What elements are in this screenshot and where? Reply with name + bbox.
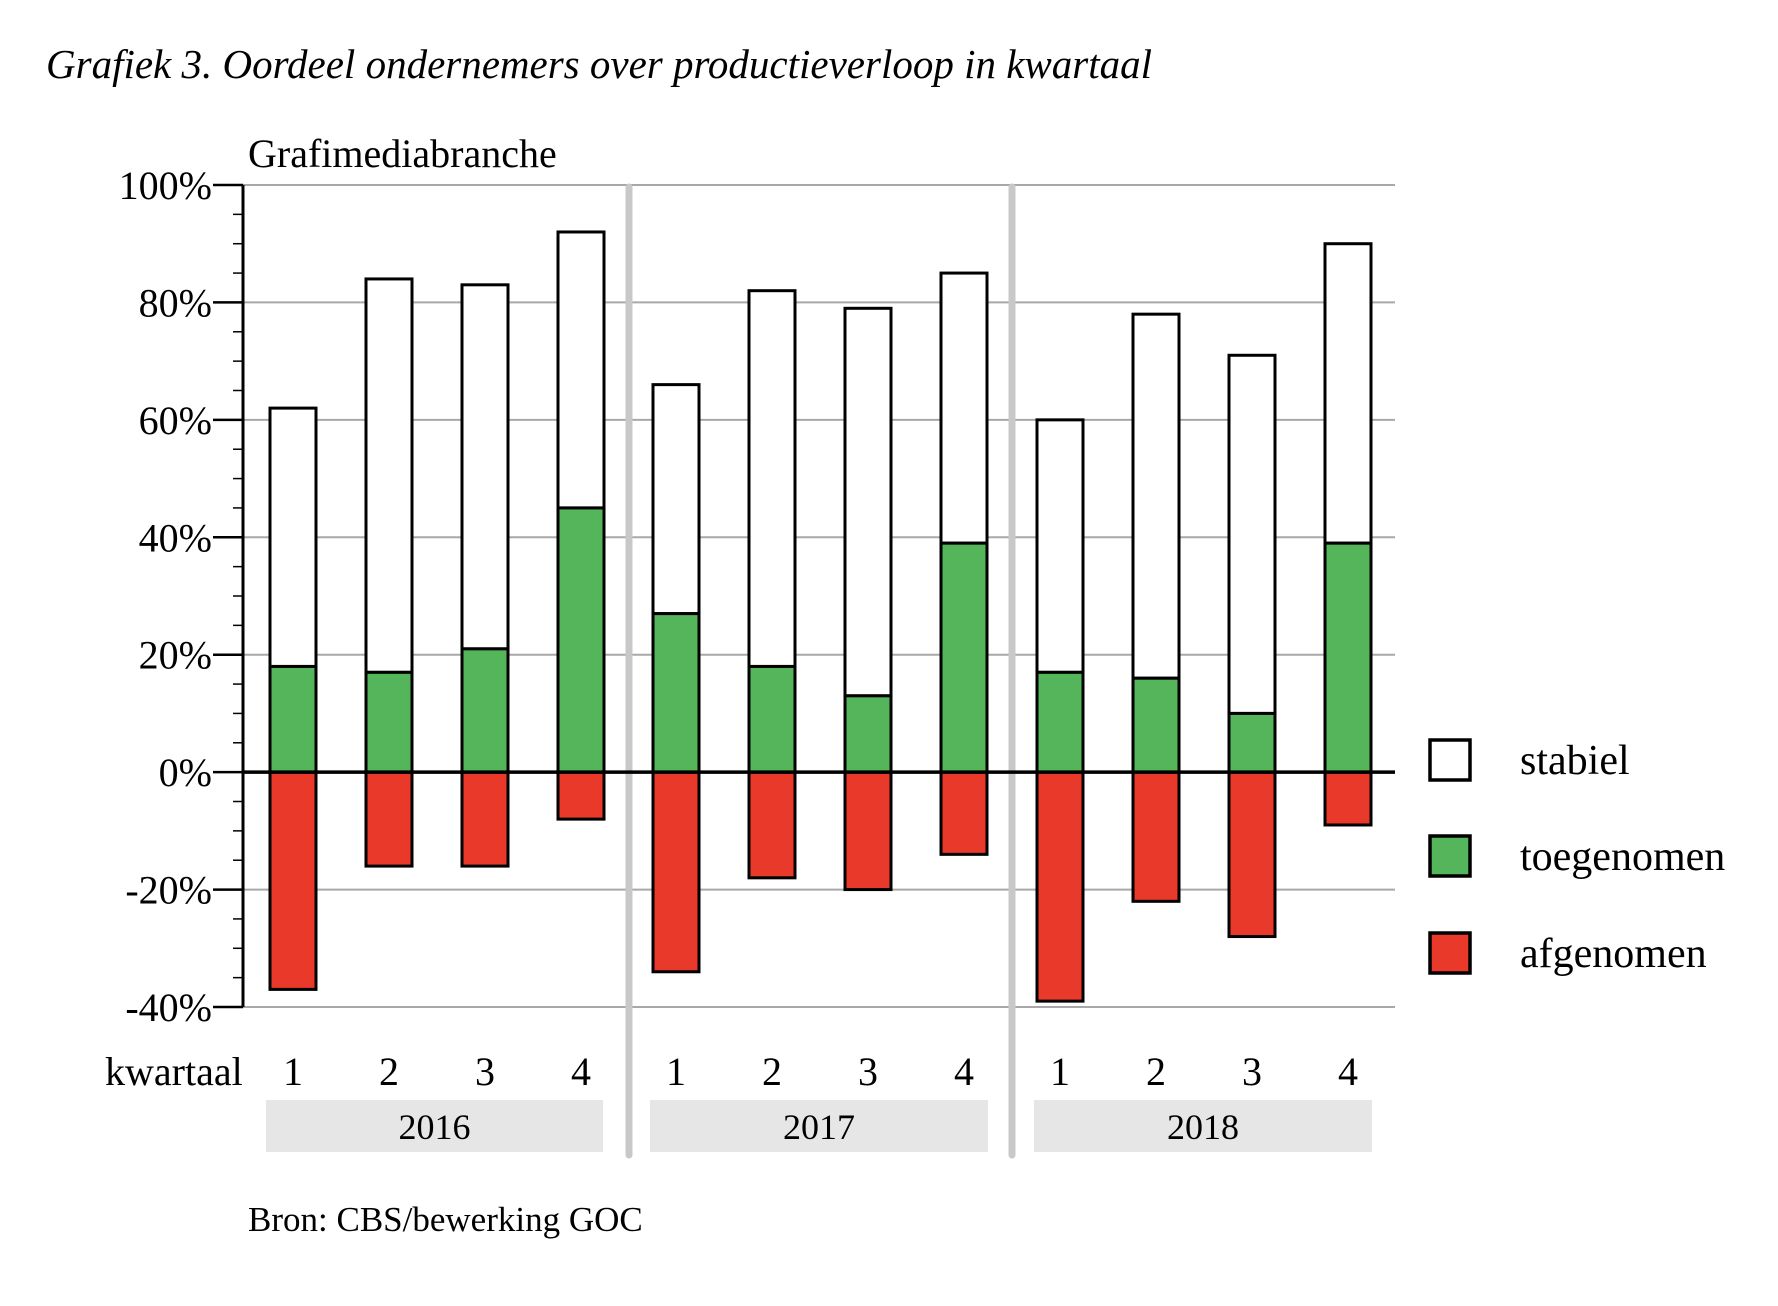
bars	[268, 230, 1373, 1003]
legend-label: afgenomen	[1520, 931, 1707, 977]
x-axis-labels: 1 2 3 4 1 2 3 4 1 2 3 4 2016 2017 2018	[266, 1049, 1372, 1152]
bar-afgenomen	[268, 770, 318, 991]
quarter-label: 2	[379, 1049, 399, 1094]
quarter-label: 3	[858, 1049, 878, 1094]
bar-toegenomen	[651, 612, 701, 774]
legend-swatch	[1428, 931, 1472, 975]
legend: stabiel toegenomen afgenomen	[1428, 738, 1725, 977]
bar-toegenomen	[556, 506, 606, 774]
bar-afgenomen	[1035, 770, 1085, 1003]
bar-stabiel	[747, 289, 797, 668]
legend-swatch	[1428, 834, 1472, 878]
year-label-box	[1034, 1100, 1372, 1152]
y-tick-label: -40%	[125, 985, 212, 1030]
bar-afgenomen	[1323, 770, 1373, 827]
bar-toegenomen	[1323, 541, 1373, 774]
y-tick-label: 40%	[139, 515, 212, 560]
legend-label: stabiel	[1520, 738, 1630, 784]
bar-afgenomen	[939, 770, 989, 856]
bar-toegenomen	[1035, 670, 1085, 774]
year-label: 2018	[1167, 1107, 1239, 1147]
legend-label: toegenomen	[1520, 834, 1725, 880]
bar-stabiel	[1323, 242, 1373, 545]
bar-toegenomen	[843, 694, 893, 774]
quarter-label: 2	[1146, 1049, 1166, 1094]
quarter-label: 4	[954, 1049, 974, 1094]
year-label-box	[650, 1100, 988, 1152]
bar-afgenomen	[651, 770, 701, 974]
y-axis: -40% -20% 0% 20% 40% 60% 80% 100%	[119, 163, 1395, 1030]
year-label-box	[266, 1100, 603, 1152]
quarter-label: 4	[1338, 1049, 1358, 1094]
bar-toegenomen	[747, 664, 797, 774]
bar-stabiel	[843, 306, 893, 698]
bar-stabiel	[651, 383, 701, 616]
bar-stabiel	[1131, 312, 1181, 680]
bar-toegenomen	[460, 647, 510, 774]
quarter-label: 3	[1242, 1049, 1262, 1094]
grid-lines	[243, 184, 1395, 1008]
bar-stabiel	[364, 277, 414, 674]
bar-stabiel	[1035, 418, 1085, 674]
y-tick-label: 60%	[139, 398, 212, 443]
year-label: 2016	[399, 1107, 471, 1147]
bar-stabiel	[460, 283, 510, 651]
chart-subtitle: Grafimediabranche	[248, 131, 557, 176]
quarter-label: 3	[475, 1049, 495, 1094]
y-tick-label: 80%	[139, 280, 212, 325]
bar-toegenomen	[1131, 676, 1181, 774]
bar-afgenomen	[1131, 770, 1181, 903]
bar-toegenomen	[1227, 711, 1277, 774]
quarter-label: 4	[571, 1049, 591, 1094]
bar-toegenomen	[364, 670, 414, 774]
bar-stabiel	[939, 271, 989, 545]
quarter-label: 1	[666, 1049, 686, 1094]
y-tick-label: 0%	[159, 750, 212, 795]
quarter-label: 2	[762, 1049, 782, 1094]
chart-title: Grafiek 3. Oordeel ondernemers over prod…	[46, 41, 1152, 87]
bar-afgenomen	[747, 770, 797, 880]
source-note: Bron: CBS/bewerking GOC	[248, 1200, 643, 1239]
bar-afgenomen	[556, 770, 606, 821]
bar-afgenomen	[843, 770, 893, 892]
quarter-label: 1	[1050, 1049, 1070, 1094]
year-separators	[625, 183, 1016, 1159]
quarter-label: 1	[283, 1049, 303, 1094]
y-tick-label: -20%	[125, 868, 212, 913]
bar-afgenomen	[460, 770, 510, 868]
bar-stabiel	[268, 406, 318, 668]
bar-afgenomen	[1227, 770, 1277, 939]
legend-swatch	[1428, 738, 1472, 782]
y-tick-label: 100%	[119, 163, 212, 208]
year-label: 2017	[783, 1107, 855, 1147]
bar-toegenomen	[268, 664, 318, 774]
y-tick-label: 20%	[139, 633, 212, 678]
bar-toegenomen	[939, 541, 989, 774]
bar-afgenomen	[364, 770, 414, 868]
bar-stabiel	[556, 230, 606, 510]
bar-stabiel	[1227, 353, 1277, 715]
x-axis-label: kwartaal	[105, 1049, 243, 1094]
